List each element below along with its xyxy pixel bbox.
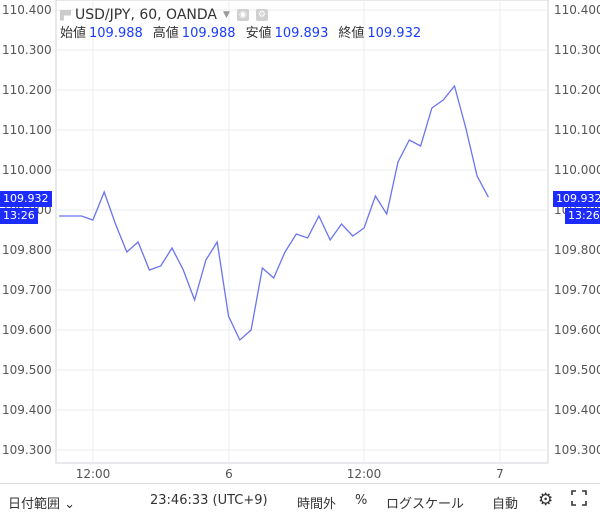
close-label: 終値 <box>338 26 365 41</box>
y-tick-label-left: 109.400 <box>2 403 52 417</box>
bottom-toolbar: 日付範囲 ⌄ 23:46:33 (UTC+9) 時間外 % ログスケール 自動 … <box>0 483 600 517</box>
y-tick-label-left: 110.300 <box>2 43 52 57</box>
fullscreen-icon[interactable] <box>570 489 588 511</box>
y-tick-label-left: 110.100 <box>2 123 52 137</box>
gear-icon[interactable]: ⚙ <box>538 490 554 510</box>
last-time-tag-right: 13:26 <box>565 208 600 224</box>
y-tick-label-right: 110.000 <box>554 163 600 177</box>
chart-area[interactable]: 109.300 109.400 109.500 109.600 109.700 109.8… <box>0 0 600 483</box>
auto-scale-toggle[interactable]: 自動 <box>492 497 519 512</box>
y-tick-label-left: 109.500 <box>2 363 52 377</box>
high-label: 高値 <box>152 26 179 41</box>
low-label: 安値 <box>245 26 272 41</box>
eye-icon[interactable]: ◉ <box>236 9 249 21</box>
date-range-button[interactable]: 日付範囲 ⌄ <box>8 493 75 512</box>
y-tick-label-left: 109.300 <box>2 443 52 457</box>
clock-display[interactable]: 23:46:33 (UTC+9) <box>150 493 268 508</box>
low-value: 109.893 <box>274 26 329 41</box>
last-price-tag-left: 109.932 <box>0 191 52 207</box>
symbol-legend: USD/JPY, 60, OANDA ▼ ◉ ⚙ 始値 109.988 高値 109… <box>60 6 421 43</box>
session-toggle[interactable]: 時間外 <box>297 497 337 512</box>
y-tick-label-right: 109.400 <box>554 403 600 417</box>
last-price-tag-right: 109.932 <box>553 191 600 207</box>
y-tick-label-right: 109.600 <box>554 323 600 337</box>
y-tick-label-right: 110.200 <box>554 83 600 97</box>
y-tick-label-left: 110.400 <box>2 3 52 17</box>
chevron-down-icon: ⌄ <box>64 497 76 512</box>
y-tick-label-left: 109.600 <box>2 323 52 337</box>
high-value: 109.988 <box>181 26 236 41</box>
price-line <box>59 84 489 342</box>
y-tick-label-left: 110.000 <box>2 163 52 177</box>
close-value: 109.932 <box>367 26 422 41</box>
symbol-title[interactable]: USD/JPY, 60, OANDA <box>75 7 217 23</box>
log-scale-toggle[interactable]: ログスケール <box>386 497 465 512</box>
settings-icon[interactable]: ⚙ <box>255 9 268 21</box>
y-tick-label-left: 109.700 <box>2 283 52 297</box>
open-value: 109.988 <box>89 26 143 41</box>
price-chart[interactable]: 109.300 109.400 109.500 109.600 109.700 109.8… <box>0 0 600 483</box>
open-label: 始値 <box>60 26 87 41</box>
date-range-label: 日付範囲 <box>8 497 61 512</box>
x-tick-label: 12:00 <box>76 467 111 481</box>
plot-frame <box>55 0 549 464</box>
flag-icon <box>60 9 71 21</box>
caret-down-icon[interactable]: ▼ <box>223 10 230 20</box>
y-tick-label-right: 109.300 <box>554 443 600 457</box>
y-tick-label-right: 110.100 <box>554 123 600 137</box>
y-tick-label-right: 109.800 <box>554 243 600 257</box>
y-tick-label-right: 109.500 <box>554 363 600 377</box>
y-tick-label-right: 110.400 <box>554 3 600 17</box>
y-tick-label-left: 110.200 <box>2 83 52 97</box>
y-tick-label-left: 109.800 <box>2 243 52 257</box>
y-tick-label-right: 110.300 <box>554 43 600 57</box>
y-tick-label-right: 109.700 <box>554 283 600 297</box>
last-time-tag-left: 13:26 <box>0 208 38 224</box>
x-tick-label: 12:00 <box>347 467 382 481</box>
x-tick-label: 6 <box>225 467 233 481</box>
x-tick-label: 7 <box>496 467 504 481</box>
percent-toggle[interactable]: % <box>355 493 368 508</box>
